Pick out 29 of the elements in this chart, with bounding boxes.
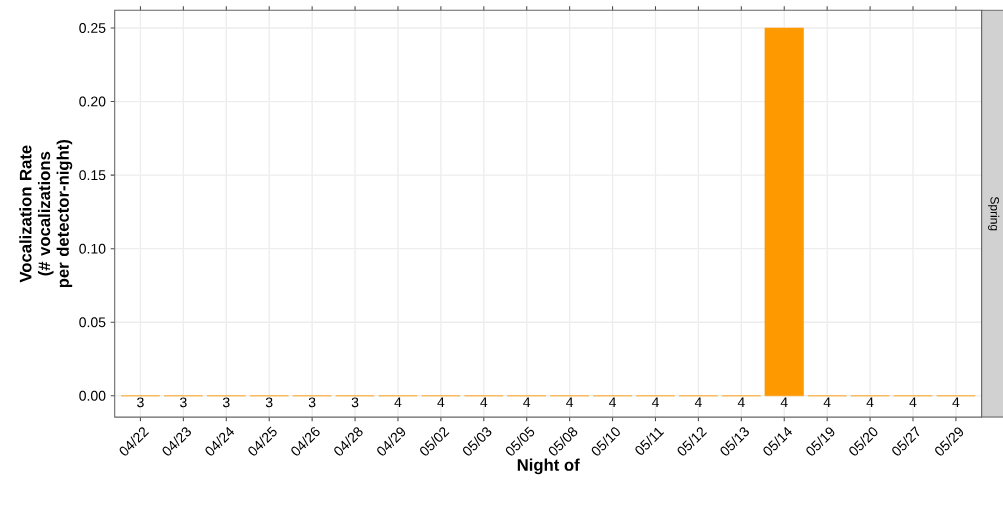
annotation: 4 [566,397,574,408]
y-axis-title: Vocalization Rate (# vocalizations per detector-night) [19,140,73,288]
annotation: 3 [137,397,144,408]
annotation: 4 [694,397,702,408]
annotation: 4 [480,397,488,408]
annotation: 4 [952,397,960,408]
y-tick-label: 0.15 [79,170,106,181]
y-tick-label: 0.05 [79,317,106,328]
annotation: 4 [523,397,531,408]
annotation: 4 [737,397,745,408]
text: Spring [988,197,1000,231]
annotation: 3 [222,397,230,408]
y-tick-label: 0.20 [79,96,106,107]
annotation: 3 [180,397,187,408]
annotation: 4 [866,397,874,408]
annotation: 4 [608,397,617,408]
annotation: 4 [780,397,788,408]
annotation: 4 [823,397,831,408]
y-tick-label: 0.25 [79,23,106,34]
annotation: 3 [265,397,273,408]
annotation: 4 [437,397,445,408]
x-axis-title: Night of [517,458,580,475]
annotation: 4 [651,397,659,408]
annotation: 4 [394,397,402,408]
y-tick-label: 0.10 [79,243,106,254]
annotation: 3 [351,397,359,408]
annotation: 4 [909,397,917,408]
y-tick-label: 0.00 [79,391,106,402]
annotation: 3 [308,397,316,408]
